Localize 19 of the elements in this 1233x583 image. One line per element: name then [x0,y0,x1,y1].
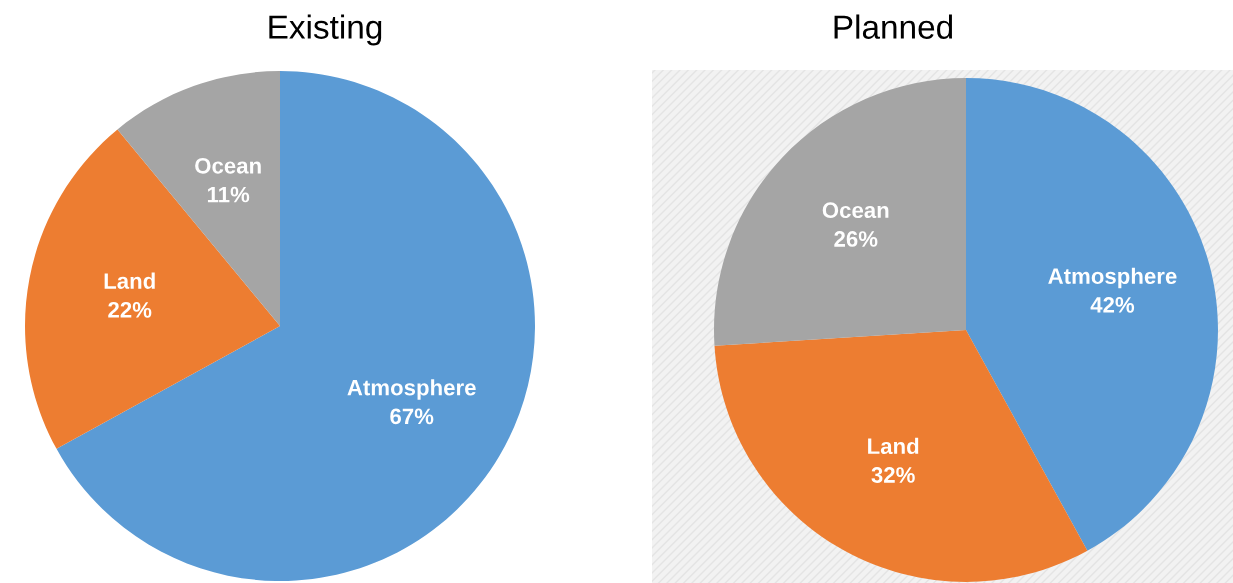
data-label: 67% [390,408,434,425]
data-label: 26% [834,231,878,247]
slice-label: Ocean [822,202,889,219]
slice-label: Land [868,437,919,455]
slice-label: Atmosphere [347,379,476,400]
pie-slice [25,129,280,449]
data-label: 42% [1090,297,1135,313]
slice-label: Ocean [195,157,261,174]
data-label: 22% [108,301,152,318]
pie-slice [56,71,535,581]
pie-slice [966,78,1218,551]
slice-label: Land [104,272,155,289]
pie-slice [714,78,966,346]
chart-title: Existing [269,14,382,46]
data-label: 32% [871,467,915,483]
pie-slice [714,330,1088,582]
data-label: 11% [207,186,250,203]
slice-label: Atmosphere [1048,267,1177,289]
chart-title: Planned [834,14,953,39]
